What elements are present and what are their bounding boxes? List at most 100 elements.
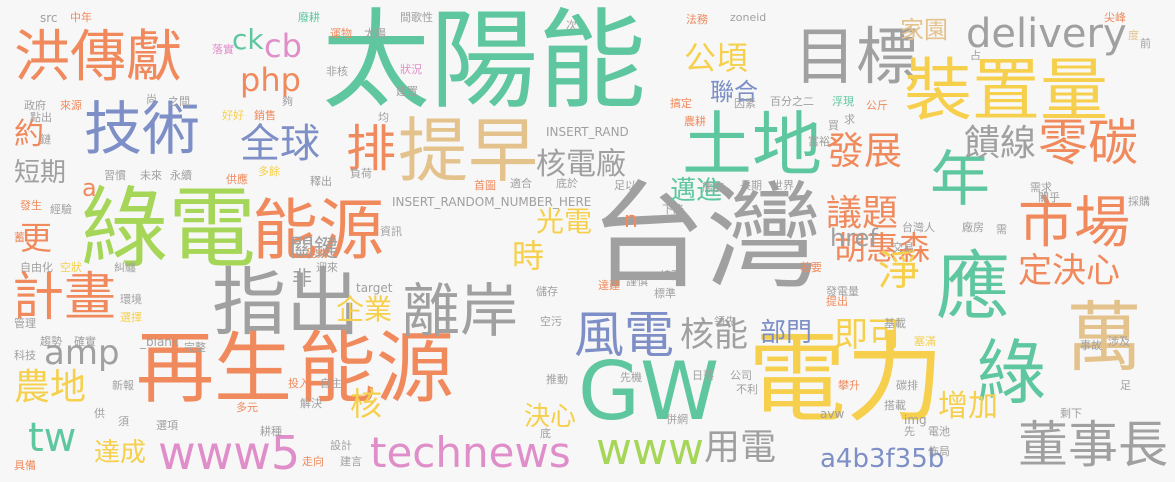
word-small: 走向 bbox=[302, 455, 324, 468]
word-yiti: 議題 bbox=[826, 193, 899, 234]
word-small: 均 bbox=[378, 111, 389, 124]
word-small: 台灣人 bbox=[902, 221, 935, 234]
word-small: 長期 bbox=[740, 179, 762, 192]
word-small: 負荷 bbox=[350, 167, 372, 180]
word-bumen: 部門 bbox=[760, 318, 813, 348]
word-delivery: delivery bbox=[966, 11, 1127, 57]
word-small: 推動 bbox=[546, 373, 568, 386]
word-gongqing: 公頃 bbox=[684, 39, 749, 77]
word-small: 採購 bbox=[1128, 195, 1150, 208]
word-small: 足夠 bbox=[306, 247, 328, 260]
word-small: 總務 bbox=[660, 269, 682, 282]
word-cb: cb bbox=[264, 27, 302, 65]
word-small: 尖峰 bbox=[1104, 11, 1126, 24]
word-yue: 約 bbox=[14, 117, 44, 152]
word-duanqi: 短期 bbox=[14, 158, 67, 188]
word-small: 謹慎 bbox=[626, 275, 648, 288]
word-taiwan: 台灣 bbox=[590, 170, 822, 305]
word-mubiao: 目標 bbox=[794, 20, 919, 93]
word-lianhe: 聯合 bbox=[710, 78, 758, 106]
word-ying: 應 bbox=[936, 244, 1010, 330]
word-small: 設計 bbox=[330, 439, 352, 452]
word-zhichu: 指出 bbox=[212, 260, 360, 346]
word-small: 搭載 bbox=[884, 399, 906, 412]
word-jing: 淨 bbox=[878, 246, 921, 295]
word-small: 底於 bbox=[556, 177, 578, 190]
word-small: 發生 bbox=[20, 199, 42, 212]
word-small: 好好 bbox=[222, 109, 244, 122]
word-small: 完整 bbox=[184, 341, 206, 354]
word-small: 日落 bbox=[692, 369, 714, 382]
word-nengyuan2: 能源 bbox=[252, 192, 384, 269]
word-small: 廢耕 bbox=[298, 11, 320, 24]
word-small: 趨勢 bbox=[40, 335, 62, 348]
word-fengdian: 風電 bbox=[574, 306, 674, 364]
word-small: 先 bbox=[904, 425, 915, 438]
word-dingjuexin: 定決心 bbox=[1018, 251, 1120, 291]
word-small: 足 bbox=[1120, 379, 1131, 392]
word-dongshizhang: 董事長 bbox=[1018, 416, 1168, 474]
word-nengyuan: 能源 bbox=[298, 324, 455, 414]
word-dianli: 電力 bbox=[748, 322, 945, 436]
word-small: 因素 bbox=[734, 97, 756, 110]
word-small: 廠房 bbox=[962, 221, 984, 234]
word-small: 世界 bbox=[772, 179, 794, 192]
word-small: 下降 bbox=[662, 203, 684, 216]
word-small: 落實 bbox=[212, 43, 234, 56]
word-small: 首圖 bbox=[474, 179, 496, 192]
word-guangdian: 光電 bbox=[536, 205, 593, 238]
word-qiye: 企業 bbox=[336, 293, 393, 326]
word-jike: 即可 bbox=[834, 315, 902, 355]
word-small: 次 bbox=[566, 19, 577, 32]
word-a4b3f35b: a4b3f35b bbox=[820, 444, 945, 474]
word-amp: amp bbox=[44, 333, 120, 373]
word-small: 度 bbox=[1128, 29, 1139, 42]
word-small: 資訊 bbox=[380, 225, 402, 238]
word-small: 標準 bbox=[654, 287, 676, 300]
word-small: 底 bbox=[540, 427, 551, 440]
word-small: 蓄 bbox=[14, 231, 25, 244]
word-small: 儲存 bbox=[536, 285, 558, 298]
word-small: 攀升 bbox=[838, 379, 860, 392]
word-hedianchang: 核電廠 bbox=[536, 147, 626, 182]
word-small: 空狀 bbox=[60, 261, 82, 274]
word-href: href bbox=[830, 224, 878, 252]
word-small: 糾纏 bbox=[114, 261, 136, 274]
word-small: 須 bbox=[118, 415, 129, 428]
word-img: img bbox=[904, 413, 927, 427]
word-small: 環境 bbox=[120, 293, 142, 306]
word-small: 剩下 bbox=[1060, 407, 1082, 420]
word-small: 科技 bbox=[14, 349, 36, 362]
word-small: 之間 bbox=[168, 95, 190, 108]
word-jishu: 技術 bbox=[84, 95, 201, 163]
word-guanjian: 關鍵 bbox=[290, 234, 338, 262]
word-small: 基載 bbox=[884, 317, 906, 330]
word-lv: 綠 bbox=[976, 332, 1046, 414]
word-small: 發電量 bbox=[826, 285, 859, 298]
word-small: 塞滿 bbox=[914, 335, 936, 348]
word-small: 非核 bbox=[326, 65, 348, 78]
word-php: php bbox=[240, 61, 301, 99]
word-small: 耕種 bbox=[260, 425, 282, 438]
word-small: 建置 bbox=[396, 85, 418, 98]
word-small: 新報 bbox=[112, 379, 134, 392]
word-small: 釋出 bbox=[310, 175, 332, 188]
word-small: 農耕 bbox=[684, 115, 706, 128]
word-small: 銷售 bbox=[254, 109, 276, 122]
word-small: 永續 bbox=[170, 169, 192, 182]
word-small: 若要 bbox=[800, 261, 822, 274]
word-quanqiu: 全球 bbox=[240, 121, 320, 167]
word-small: 選擇 bbox=[120, 311, 142, 324]
word-n: n bbox=[624, 208, 638, 233]
word-hongchuanxian: 洪傳獻 bbox=[14, 25, 182, 90]
word-small: 事故 bbox=[1080, 339, 1102, 352]
word-small: 交易 bbox=[892, 241, 914, 254]
word-wan: 萬 bbox=[1066, 293, 1142, 382]
word-small: 自由化 bbox=[20, 261, 53, 274]
word-small: 浮現 bbox=[832, 95, 854, 108]
word-small: 求 bbox=[844, 113, 855, 126]
word-small: 百分之二 bbox=[770, 95, 814, 108]
word-small: 足以 bbox=[614, 179, 636, 192]
word-small: 搞定 bbox=[670, 97, 692, 110]
